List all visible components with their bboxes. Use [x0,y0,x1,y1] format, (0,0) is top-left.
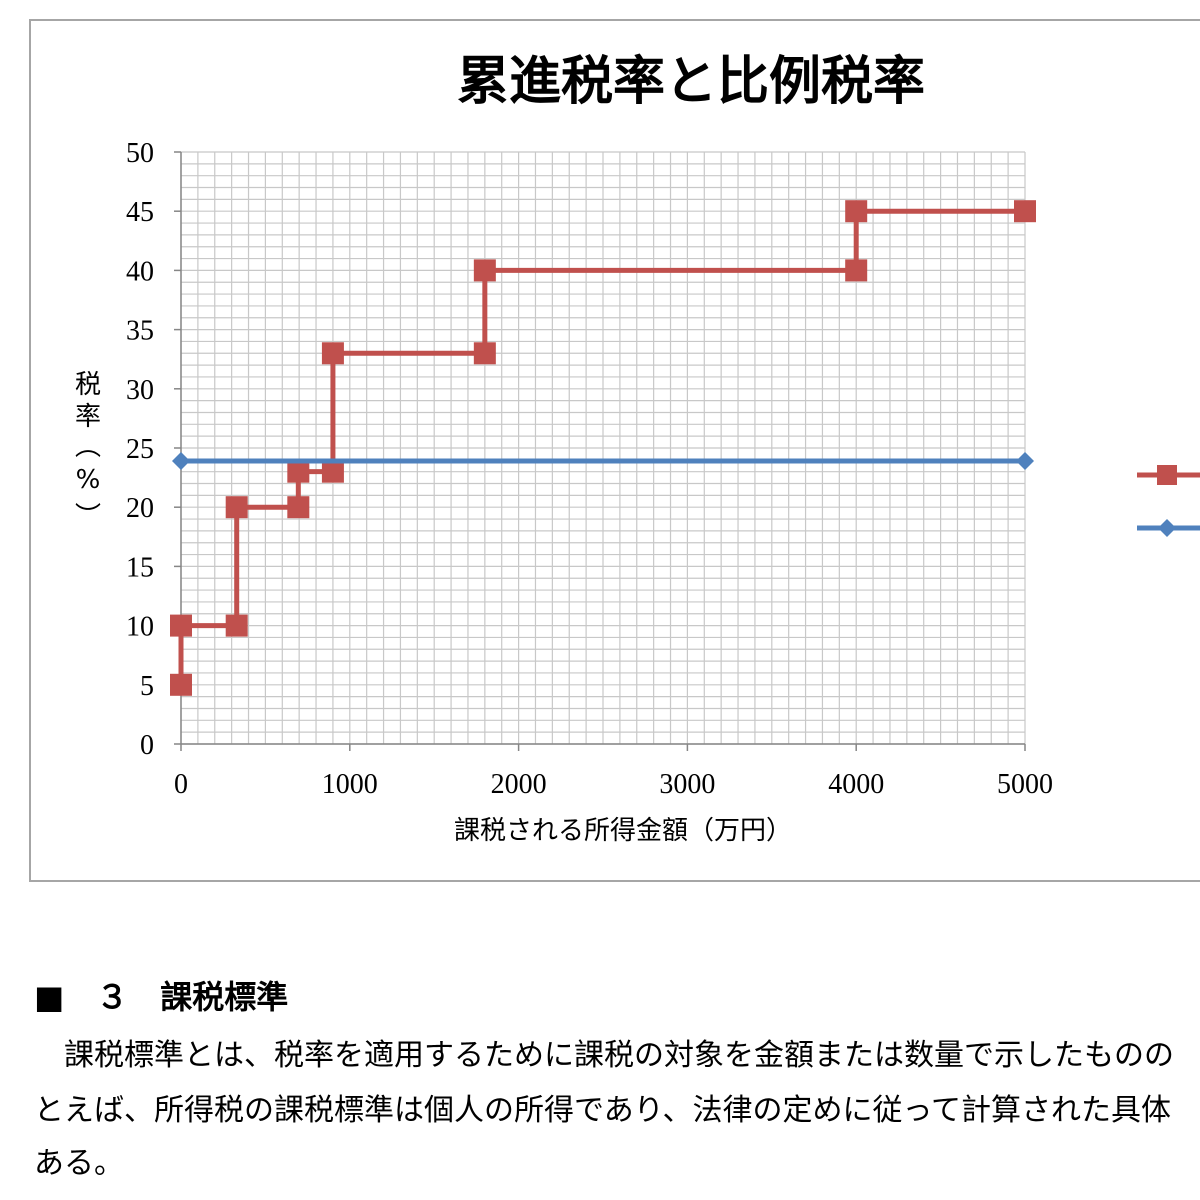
data-point [1016,452,1034,471]
chart-title: 累進税率と比例税率 [457,51,925,112]
data-point [170,614,192,637]
series-1 [170,200,1036,696]
y-axis-title-char: ︶ [75,502,101,532]
y-tick-label: 20 [126,493,154,524]
y-tick-label: 10 [126,612,154,643]
x-tick-label: 4000 [828,769,884,800]
x-tick-label: 0 [174,769,188,800]
paragraph-line-2: とえば、所得税の課税標準は個人の所得であり、法律の定めに従って計算された具体 [34,1093,1171,1128]
section-heading: ■ ３ 課税標準 [34,978,289,1016]
data-point [287,496,310,519]
y-tick-label: 50 [126,138,154,169]
data-point [1014,200,1036,223]
data-point [321,460,344,483]
y-axis-title-char: ︵ [75,432,101,462]
data-point [225,614,248,637]
x-tick-label: 2000 [491,769,547,800]
y-axis-title-char: 率 [75,402,101,432]
y-tick-label: 35 [126,316,154,347]
y-tick-label: 45 [126,197,154,228]
data-point [287,460,310,483]
y-tick-label: 40 [126,256,154,287]
legend-key-marker [1158,519,1176,537]
x-tick-label: 3000 [659,769,715,800]
chart-plot: 累進税率と比例税率 0 5 10 15 20 25 30 35 40 45 50 0 1000 2000 30… [75,51,1200,846]
data-point [170,673,192,696]
x-tick-label: 5000 [997,769,1053,800]
paragraph-line-3: ある。 [34,1146,124,1181]
chart-frame: 累進税率と比例税率 0 5 10 15 20 25 30 35 40 45 50 0 1000 2000 30… [29,19,1200,882]
data-point [473,259,496,282]
x-axis-title: 課税される所得金額（万円） [454,816,792,846]
data-point [172,452,190,471]
y-axis-title: 税率︵% ︶ [75,370,101,532]
data-point [845,200,868,223]
data-point [321,342,344,365]
y-tick-label: 25 [126,434,154,465]
y-tick-label: 15 [126,552,154,583]
y-tick-label: 30 [126,375,154,406]
chart-legend [1137,465,1200,537]
y-tick-label: 5 [140,671,154,702]
x-tick-label: 1000 [322,769,378,800]
paragraph-line-1: 課税標準とは、税率を適用するために課税の対象を金額または数量で示したものの [34,1038,1174,1073]
data-point [845,259,868,282]
y-axis-title-char: 税 [75,370,101,400]
y-axis-title-char: % [76,465,101,495]
y-tick-label: 0 [140,730,154,761]
series-2 [172,452,1034,471]
data-point [473,342,496,365]
data-point [225,496,248,519]
legend-key-marker [1157,465,1177,485]
